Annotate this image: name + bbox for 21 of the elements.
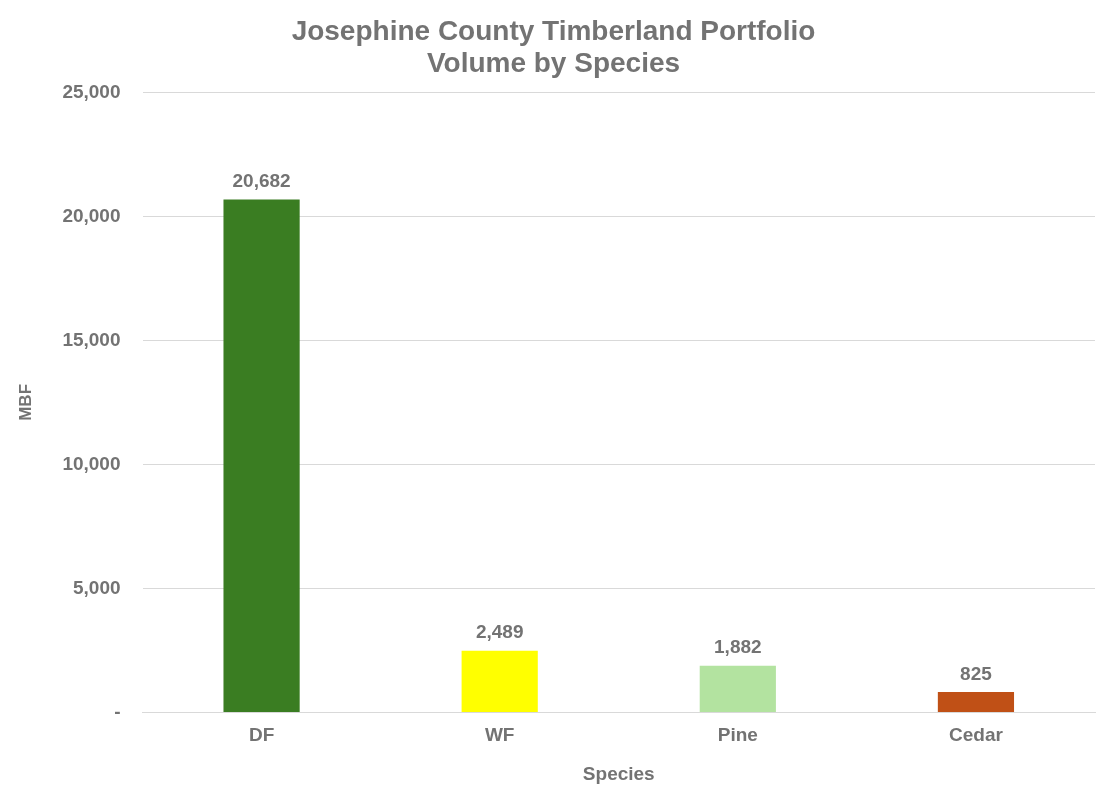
x-tick-label: WF [484, 724, 515, 746]
data-label: 1,882 [714, 636, 762, 658]
data-label: 825 [960, 662, 993, 684]
y-tick-label: 5,000 [72, 576, 121, 598]
chart-title: Josephine County Timberland Portfolio Volume by Species [291, 14, 816, 79]
x-axis-title: Species [582, 762, 655, 784]
y-tick-label: 10,000 [62, 452, 121, 474]
data-label: 2,489 [475, 621, 524, 643]
bar [937, 691, 1015, 712]
y-tick-label: 15,000 [62, 328, 121, 350]
y-tick-label: - [114, 700, 121, 722]
bar [223, 199, 300, 712]
y-tick-label: 25,000 [62, 80, 121, 102]
x-tick-label: DF [248, 724, 275, 746]
x-tick-label: Cedar [949, 724, 1004, 746]
y-tick-label: 20,000 [62, 204, 121, 226]
bar [699, 665, 776, 712]
data-label: 20,682 [232, 170, 291, 192]
bar [461, 650, 538, 712]
y-axis-title: MBF [15, 383, 35, 421]
x-tick-label: Pine [717, 724, 758, 746]
